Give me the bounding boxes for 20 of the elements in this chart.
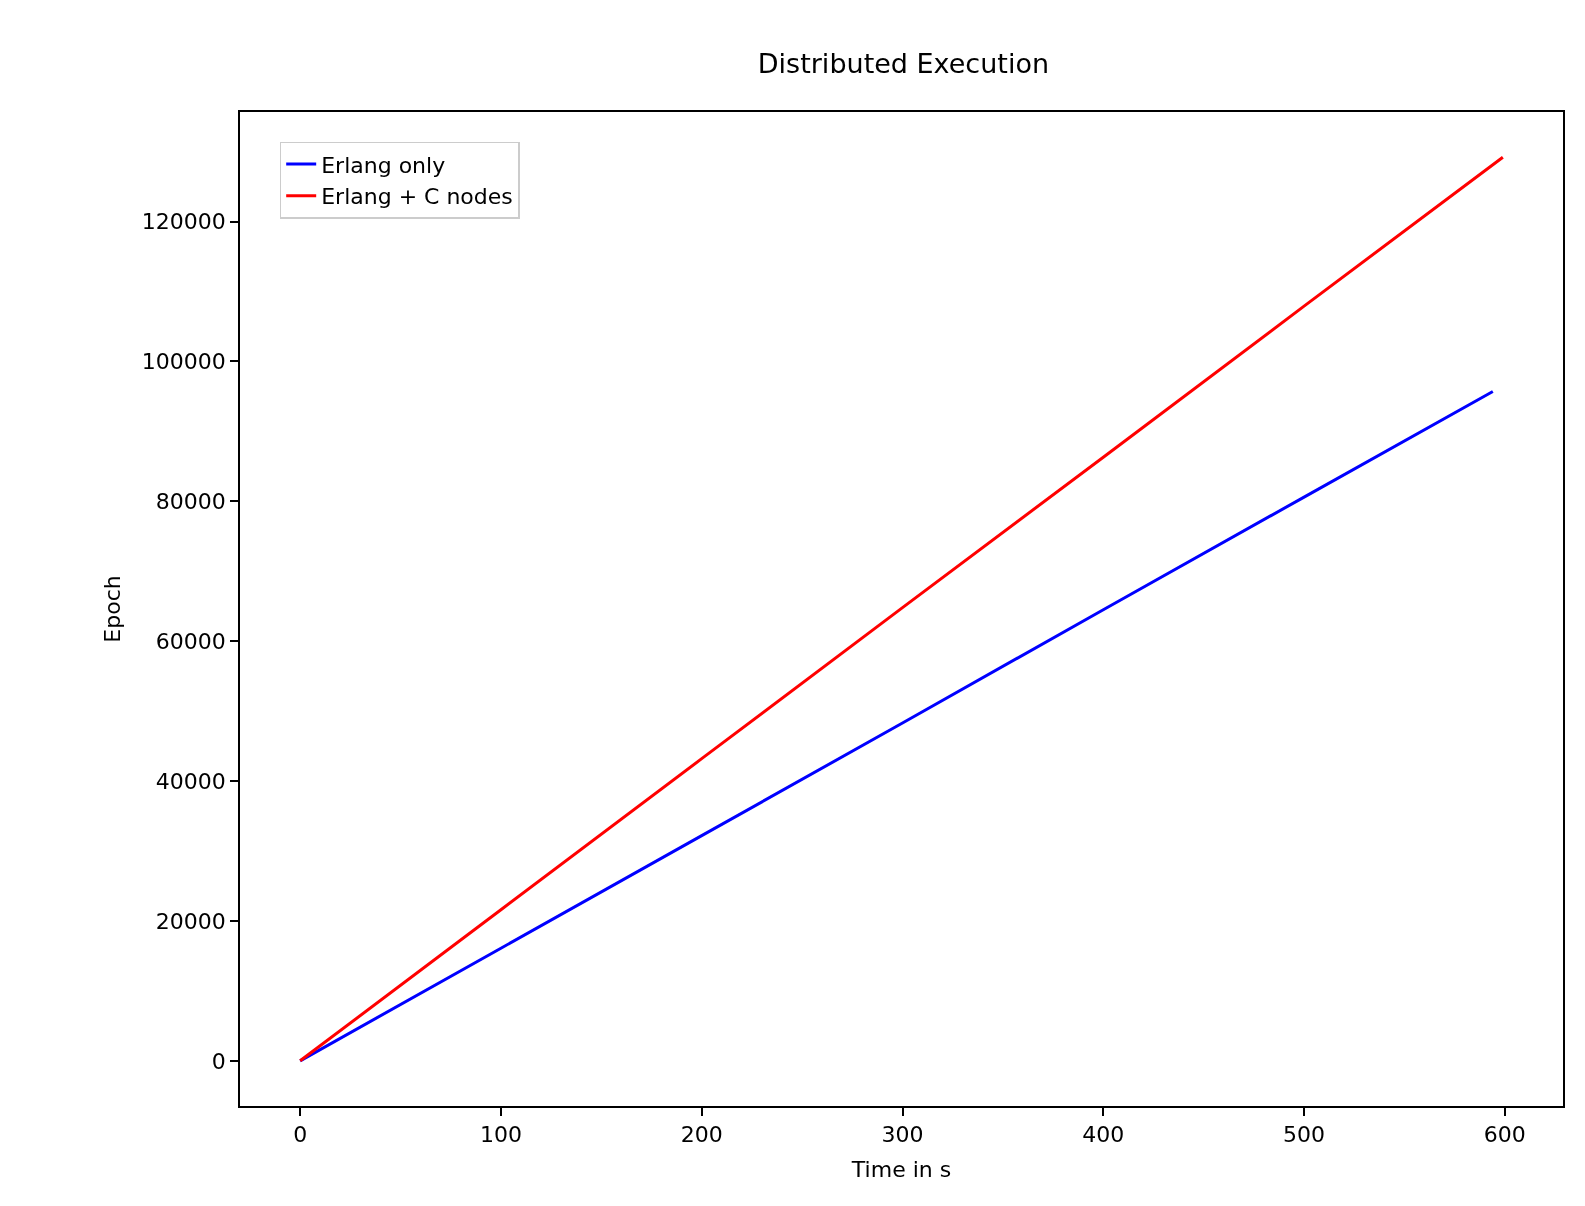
y-axis-title: Epoch — [100, 575, 126, 643]
x-tick-label: 300 — [881, 1122, 924, 1148]
x-axis-title: Time in s — [850, 1156, 952, 1182]
x-tick-label: 200 — [680, 1122, 723, 1148]
x-tick-label: 0 — [293, 1122, 308, 1148]
y-tick-label: 40000 — [155, 768, 226, 794]
x-tick-label: 500 — [1283, 1122, 1326, 1148]
y-tick-label: 20000 — [155, 908, 226, 934]
y-tick-label: 120000 — [141, 209, 226, 235]
y-tick-label: 100000 — [141, 349, 226, 375]
y-tick-label: 0 — [211, 1048, 226, 1074]
y-tick-label: 80000 — [155, 488, 226, 514]
x-tick-label: 400 — [1082, 1122, 1125, 1148]
legend-label: Erlang + C nodes — [321, 184, 513, 210]
x-tick-label: 600 — [1483, 1122, 1526, 1148]
x-tick-label: 100 — [479, 1122, 522, 1148]
legend-label: Erlang only — [321, 152, 446, 178]
chart-title: Distributed Execution — [757, 48, 1050, 80]
y-tick-label: 60000 — [155, 628, 226, 654]
line-series — [298, 155, 1505, 1063]
